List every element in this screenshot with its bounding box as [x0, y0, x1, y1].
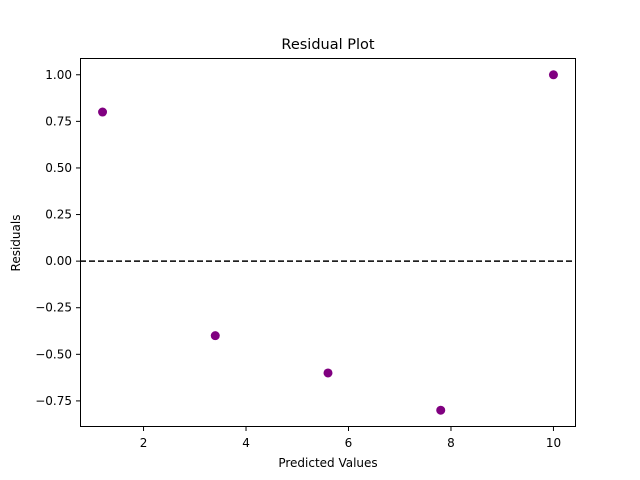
x-tick-label: 4 — [242, 436, 250, 450]
y-tick-label: 1.00 — [45, 68, 72, 82]
y-tick-label: 0.25 — [45, 208, 72, 222]
plot-frame — [80, 58, 576, 427]
x-tick-label: 8 — [447, 436, 455, 450]
data-point — [98, 107, 108, 117]
chart-title: Residual Plot — [281, 37, 374, 53]
y-tick-label: −0.75 — [35, 394, 72, 408]
data-point — [436, 405, 446, 415]
y-tick-label: −0.25 — [35, 301, 72, 315]
plot-background — [80, 58, 576, 427]
y-tick-label: −0.50 — [35, 347, 72, 361]
x-tick-label: 2 — [140, 436, 148, 450]
x-tick-label: 6 — [345, 436, 353, 450]
data-point — [323, 368, 333, 378]
y-tick-label: 0.75 — [45, 114, 72, 128]
plot-area: 2 4 6 8 10 −0.75 −0.50 −0.25 0.00 0.25 0.50 0.75 1.0… — [35, 58, 576, 450]
data-point — [210, 331, 220, 341]
x-tick-label: 10 — [546, 436, 561, 450]
x-axis-label: Predicted Values — [278, 456, 377, 470]
data-point — [548, 70, 558, 80]
y-tick-label: 0.50 — [45, 161, 72, 175]
y-tick-label: 0.00 — [45, 254, 72, 268]
y-axis-label: Residuals — [9, 215, 23, 272]
